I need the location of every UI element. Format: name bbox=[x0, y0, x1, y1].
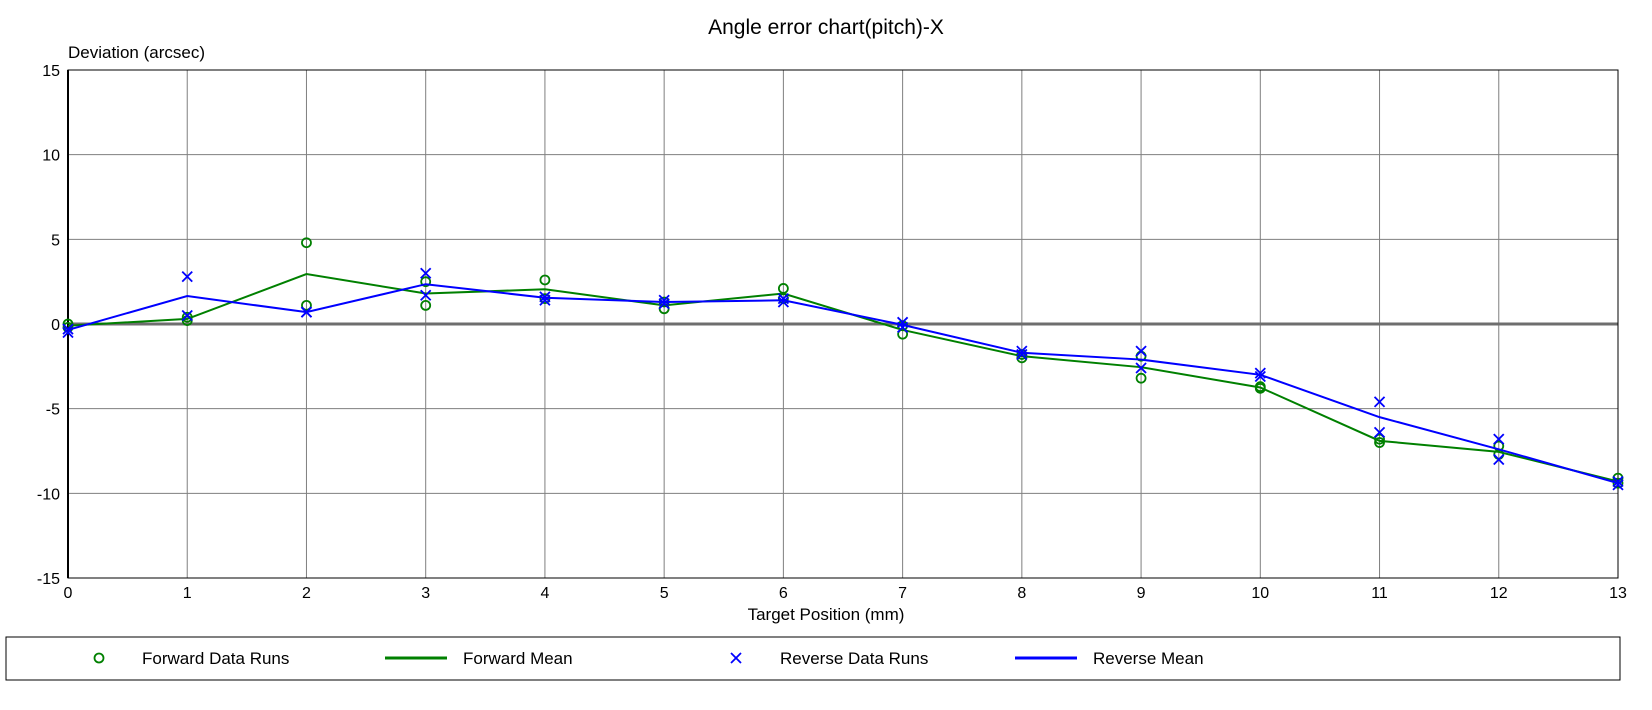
legend-swatch bbox=[93, 652, 105, 664]
data-point bbox=[658, 298, 670, 310]
y-tick-label: -5 bbox=[46, 402, 60, 419]
data-point bbox=[1016, 345, 1028, 357]
data-point bbox=[1493, 433, 1505, 445]
x-tick-label: 1 bbox=[183, 585, 192, 602]
data-point bbox=[1374, 437, 1385, 448]
grid bbox=[67, 69, 1619, 579]
data-point bbox=[420, 276, 432, 288]
y-tick-label: 0 bbox=[51, 317, 60, 334]
reverse-data-runs-series bbox=[62, 267, 1624, 491]
reverse-mean-line bbox=[67, 283, 1619, 485]
x-tick-label: 3 bbox=[421, 585, 430, 602]
data-point bbox=[1493, 453, 1505, 466]
data-point bbox=[1135, 362, 1147, 374]
x-tick-label: 4 bbox=[540, 585, 549, 602]
data-point bbox=[301, 237, 312, 249]
data-point bbox=[420, 299, 432, 311]
x-tick-label: 8 bbox=[1017, 585, 1026, 602]
reverse-mean-series bbox=[67, 283, 1619, 485]
legend-box bbox=[5, 636, 1621, 681]
forward-data-runs-series bbox=[62, 237, 1624, 489]
forward-mean-series bbox=[67, 273, 1619, 483]
legend: Forward Data Runs Forward Mean Reverse Dat… bbox=[93, 649, 1204, 668]
data-point bbox=[301, 299, 312, 311]
y-axis-label: Deviation (arcsec) bbox=[68, 43, 205, 62]
y-tick-label: -15 bbox=[37, 571, 60, 588]
data-point bbox=[420, 289, 432, 301]
x-tick-label: 9 bbox=[1137, 585, 1146, 602]
data-point bbox=[658, 294, 670, 306]
x-tick-label: 10 bbox=[1251, 585, 1269, 602]
data-point bbox=[1373, 426, 1386, 439]
x-tick-label: 0 bbox=[64, 585, 73, 602]
x-tick-label: 6 bbox=[779, 585, 788, 602]
x-tick-label: 7 bbox=[898, 585, 907, 602]
x-axis-label: Target Position (mm) bbox=[748, 605, 905, 624]
series bbox=[62, 237, 1624, 491]
data-point bbox=[420, 267, 432, 279]
data-point bbox=[1373, 396, 1386, 408]
y-tick-label: 15 bbox=[42, 63, 60, 80]
data-point bbox=[777, 296, 790, 308]
legend-item-forward-data-runs: Forward Data Runs bbox=[93, 649, 289, 668]
data-point bbox=[1612, 477, 1624, 489]
data-point bbox=[1135, 372, 1147, 384]
legend-item-forward-mean: Forward Mean bbox=[385, 649, 573, 668]
data-point bbox=[1135, 345, 1147, 357]
legend-label: Reverse Data Runs bbox=[780, 649, 928, 668]
legend-label: Reverse Mean bbox=[1093, 649, 1204, 668]
legend-label: Forward Mean bbox=[463, 649, 573, 668]
x-tick-label: 13 bbox=[1609, 585, 1627, 602]
y-tick-label: 5 bbox=[51, 232, 60, 249]
legend-item-reverse-mean: Reverse Mean bbox=[1015, 649, 1204, 668]
x-tick-label: 11 bbox=[1371, 585, 1388, 602]
data-point bbox=[539, 274, 551, 286]
chart-title: Angle error chart(pitch)-X bbox=[708, 16, 944, 39]
data-point bbox=[1493, 440, 1505, 452]
legend-swatch bbox=[730, 652, 742, 664]
data-point bbox=[1612, 475, 1624, 488]
x-tick-label: 5 bbox=[660, 585, 669, 602]
forward-mean-line bbox=[67, 273, 1619, 483]
data-point bbox=[181, 270, 193, 283]
data-point bbox=[1254, 370, 1266, 383]
x-tick-label: 12 bbox=[1490, 585, 1508, 602]
legend-item-reverse-data-runs: Reverse Data Runs bbox=[730, 649, 928, 668]
x-tick-label: 2 bbox=[302, 585, 311, 602]
y-tick-label: 10 bbox=[42, 148, 60, 165]
y-tick-label: -10 bbox=[37, 486, 60, 503]
data-point bbox=[181, 309, 193, 322]
legend-label: Forward Data Runs bbox=[142, 649, 289, 668]
